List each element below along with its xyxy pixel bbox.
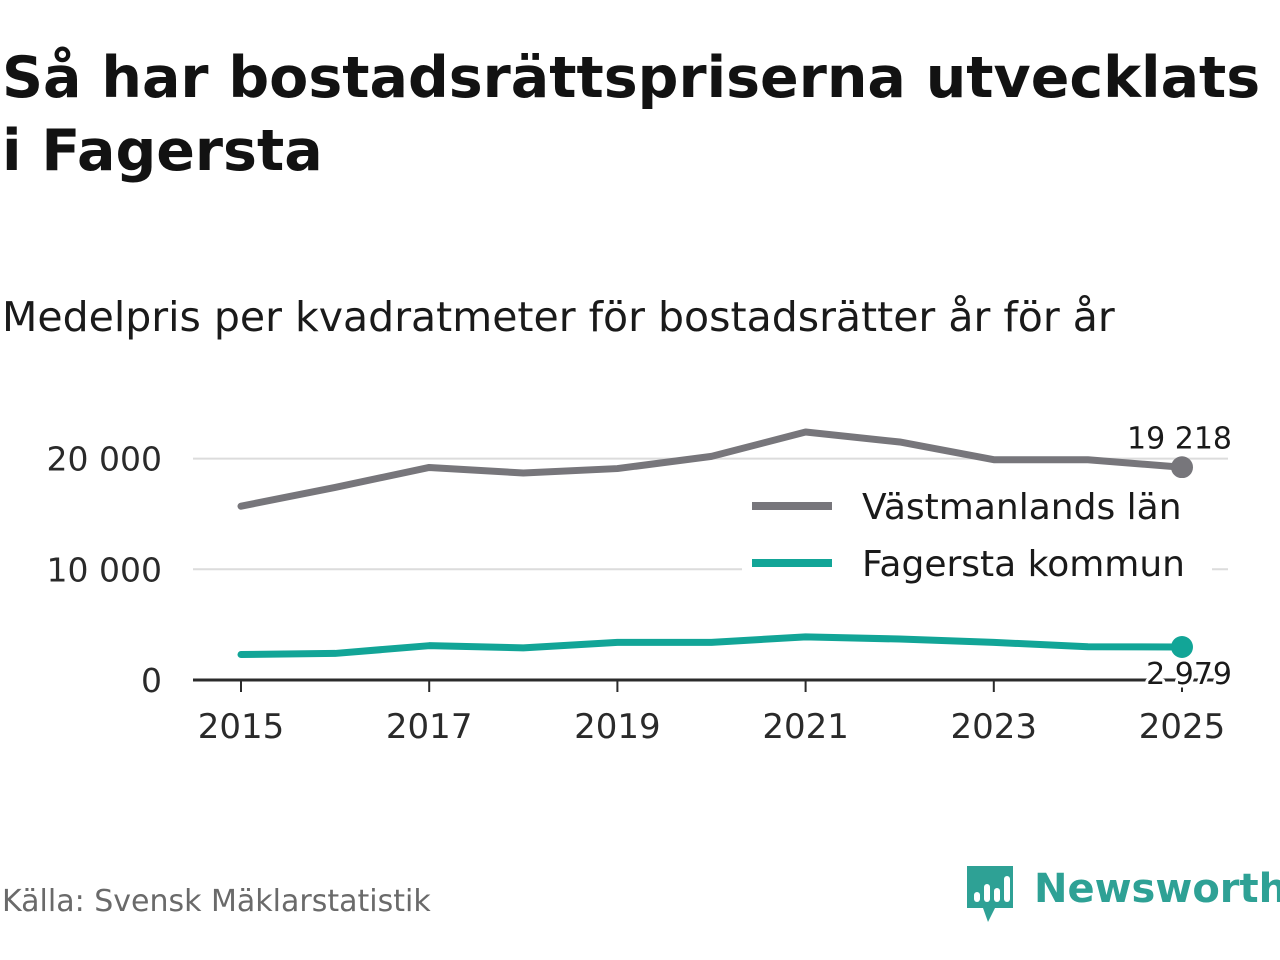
y-tick-label: 0	[141, 661, 162, 700]
x-tick-label: 2019	[574, 707, 661, 747]
brand-logo: Newsworthy	[964, 864, 1280, 928]
axes: 0 10 000 20 000 2015 2017 2019 2021 2023 2025	[47, 440, 1228, 747]
series-line-2	[237, 633, 1186, 659]
x-tick-label: 2025	[1139, 707, 1226, 747]
end-point-marker	[1171, 456, 1193, 479]
chart-subtitle: Medelpris per kvadratmeter för bostadsrä…	[2, 293, 1115, 341]
legend-item-label: Fagersta kommun	[862, 544, 1185, 585]
end-value-label: 19 218	[1127, 421, 1232, 456]
newsworthy-logo-icon	[967, 866, 1013, 922]
x-tick-label: 2023	[951, 707, 1038, 747]
end-point-marker	[1171, 636, 1193, 659]
series-line-1	[237, 428, 1186, 510]
brand-name: Newsworthy	[1034, 866, 1280, 912]
end-labels: 19 218 2 979	[1124, 418, 1235, 695]
x-tick-label: 2021	[762, 707, 849, 747]
y-tick-label: 10 000	[47, 550, 162, 589]
x-tick-label: 2017	[386, 707, 473, 747]
legend-item-label: Västmanlands län	[862, 487, 1182, 528]
y-tick-label: 20 000	[47, 440, 162, 479]
source-note: Källa: Svensk Mäklarstatistik	[2, 884, 431, 919]
end-value-label: 2 979	[1146, 657, 1232, 692]
chart-title: Så har bostadsrättspriserna utvecklats i…	[2, 45, 1261, 184]
legend: Västmanlands län Fagersta kommun	[742, 478, 1212, 596]
series-lines	[237, 428, 1193, 659]
legend-background	[742, 478, 1212, 596]
x-tick-label: 2015	[198, 707, 285, 747]
